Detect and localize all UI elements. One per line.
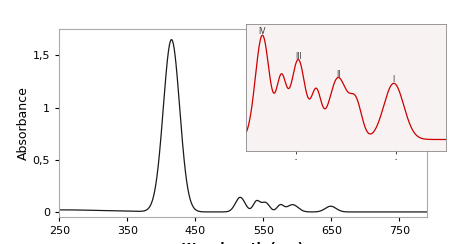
Y-axis label: Absorbance: Absorbance	[17, 86, 30, 160]
Text: I: I	[392, 75, 395, 84]
Text: III: III	[295, 52, 301, 61]
Text: IV: IV	[259, 27, 266, 36]
X-axis label: Wavelength (nm): Wavelength (nm)	[182, 242, 304, 244]
Text: II: II	[336, 70, 340, 79]
